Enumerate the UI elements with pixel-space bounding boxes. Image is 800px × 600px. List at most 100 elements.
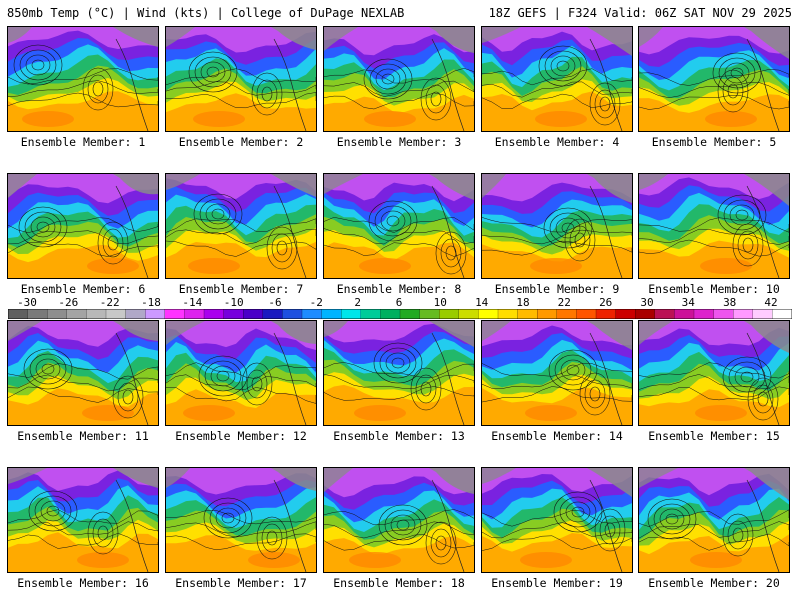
colorbar-swatch bbox=[243, 309, 264, 319]
member-caption: Ensemble Member: 4 bbox=[494, 135, 620, 149]
colorbar-tick-label: -22 bbox=[99, 296, 120, 309]
colorbar-tick-label: 26 bbox=[599, 296, 613, 309]
colorbar-tick-label: 2 bbox=[354, 296, 361, 309]
run-valid-time: 18Z GEFS | F324 Valid: 06Z SAT NOV 29 20… bbox=[488, 6, 792, 20]
colorbar-tick-label: 30 bbox=[640, 296, 654, 309]
ensemble-member-map bbox=[638, 173, 790, 279]
colorbar-swatch bbox=[419, 309, 440, 319]
ensemble-member-map bbox=[7, 320, 159, 426]
colorbar-tick-label: -2 bbox=[309, 296, 323, 309]
colorbar-swatch bbox=[674, 309, 695, 319]
colorbar-tick-label: 22 bbox=[557, 296, 571, 309]
member-caption: Ensemble Member: 7 bbox=[178, 282, 304, 296]
colorbar-tick-label: 6 bbox=[395, 296, 403, 309]
colorbar-swatch bbox=[145, 309, 166, 319]
colorbar-tick-label: 38 bbox=[723, 296, 737, 309]
colorbar-tick-label: 10 bbox=[433, 296, 447, 309]
colorbar-swatch bbox=[8, 309, 29, 319]
colorbar-swatch bbox=[595, 309, 617, 319]
colorbar-swatch bbox=[184, 309, 205, 319]
member-caption: Ensemble Member: 20 bbox=[648, 576, 780, 590]
colorbar-tick-label: 34 bbox=[681, 296, 695, 309]
colorbar-swatch bbox=[635, 309, 656, 319]
colorbar-swatch bbox=[27, 309, 48, 319]
colorbar-swatch bbox=[693, 309, 715, 319]
ensemble-member-map bbox=[481, 173, 633, 279]
colorbar-swatch bbox=[321, 309, 342, 319]
colorbar-tick-label: -30 bbox=[17, 296, 37, 309]
ensemble-member-map bbox=[7, 467, 159, 573]
member-caption: Ensemble Member: 16 bbox=[17, 576, 149, 590]
colorbar-swatch bbox=[282, 309, 303, 319]
ensemble-member-map bbox=[7, 173, 159, 279]
member-caption: Ensemble Member: 19 bbox=[491, 576, 623, 590]
member-caption: Ensemble Member: 13 bbox=[333, 429, 465, 443]
colorbar-swatch bbox=[458, 309, 479, 319]
colorbar-tick-label: 42 bbox=[764, 296, 778, 309]
ensemble-member-map bbox=[638, 320, 790, 426]
member-caption: Ensemble Member: 8 bbox=[336, 282, 462, 296]
colorbar-tick-label: 14 bbox=[475, 296, 489, 309]
temperature-colorbar bbox=[8, 309, 792, 319]
colorbar-swatch bbox=[66, 309, 87, 319]
colorbar-swatch bbox=[439, 309, 460, 319]
ensemble-member-map bbox=[323, 467, 475, 573]
ensemble-member-map bbox=[481, 320, 633, 426]
member-caption: Ensemble Member: 3 bbox=[336, 135, 462, 149]
colorbar-swatch bbox=[713, 309, 734, 319]
colorbar-swatch bbox=[262, 309, 283, 319]
colorbar-tick-label: -18 bbox=[141, 296, 161, 309]
colorbar-swatch bbox=[556, 309, 577, 319]
colorbar-swatch bbox=[380, 309, 401, 319]
colorbar-swatch bbox=[537, 309, 558, 319]
colorbar-swatch bbox=[125, 309, 146, 319]
ensemble-member-map bbox=[165, 320, 317, 426]
ensemble-member-map bbox=[323, 26, 475, 132]
ensemble-member-map bbox=[481, 467, 633, 573]
colorbar-swatch bbox=[164, 309, 185, 319]
member-caption: Ensemble Member: 10 bbox=[648, 282, 780, 296]
member-caption: Ensemble Member: 11 bbox=[17, 429, 149, 443]
colorbar-swatch bbox=[47, 309, 68, 319]
colorbar-swatch bbox=[497, 309, 519, 319]
chart-title: 850mb Temp (°C) | Wind (kts) | College o… bbox=[7, 6, 405, 20]
colorbar-swatch bbox=[203, 309, 225, 319]
member-caption: Ensemble Member: 18 bbox=[333, 576, 465, 590]
member-caption: Ensemble Member: 14 bbox=[491, 429, 623, 443]
ensemble-member-map bbox=[323, 320, 475, 426]
ensemble-member-map bbox=[638, 26, 790, 132]
colorbar-swatch bbox=[478, 309, 499, 319]
member-caption: Ensemble Member: 9 bbox=[494, 282, 620, 296]
ensemble-member-map bbox=[323, 173, 475, 279]
member-caption: Ensemble Member: 15 bbox=[648, 429, 780, 443]
ensemble-member-map bbox=[638, 467, 790, 573]
colorbar-swatch bbox=[105, 309, 127, 319]
colorbar-swatch bbox=[360, 309, 381, 319]
colorbar-tick-label: -26 bbox=[58, 296, 79, 309]
colorbar-swatch bbox=[654, 309, 675, 319]
colorbar-swatch bbox=[341, 309, 362, 319]
member-caption: Ensemble Member: 1 bbox=[20, 135, 146, 149]
member-caption: Ensemble Member: 6 bbox=[20, 282, 146, 296]
colorbar-tick-label: -10 bbox=[223, 296, 244, 309]
colorbar-swatch bbox=[615, 309, 636, 319]
ensemble-member-map bbox=[165, 173, 317, 279]
ensemble-member-map bbox=[481, 26, 633, 132]
colorbar-swatch bbox=[733, 309, 754, 319]
member-caption: Ensemble Member: 2 bbox=[178, 135, 304, 149]
member-caption: Ensemble Member: 17 bbox=[175, 576, 307, 590]
colorbar-tick-label: -6 bbox=[268, 296, 282, 309]
colorbar-swatch bbox=[517, 309, 538, 319]
colorbar-swatch bbox=[772, 309, 792, 319]
member-caption: Ensemble Member: 5 bbox=[651, 135, 777, 149]
colorbar-swatch bbox=[576, 309, 597, 319]
colorbar-tick-label: -14 bbox=[182, 296, 203, 309]
member-caption: Ensemble Member: 12 bbox=[175, 429, 307, 443]
colorbar-swatch bbox=[399, 309, 421, 319]
colorbar-swatch bbox=[752, 309, 773, 319]
colorbar-swatch bbox=[301, 309, 323, 319]
colorbar-tick-label: 18 bbox=[516, 296, 530, 309]
colorbar-swatch bbox=[86, 309, 107, 319]
ensemble-member-map bbox=[165, 26, 317, 132]
colorbar-swatch bbox=[223, 309, 244, 319]
